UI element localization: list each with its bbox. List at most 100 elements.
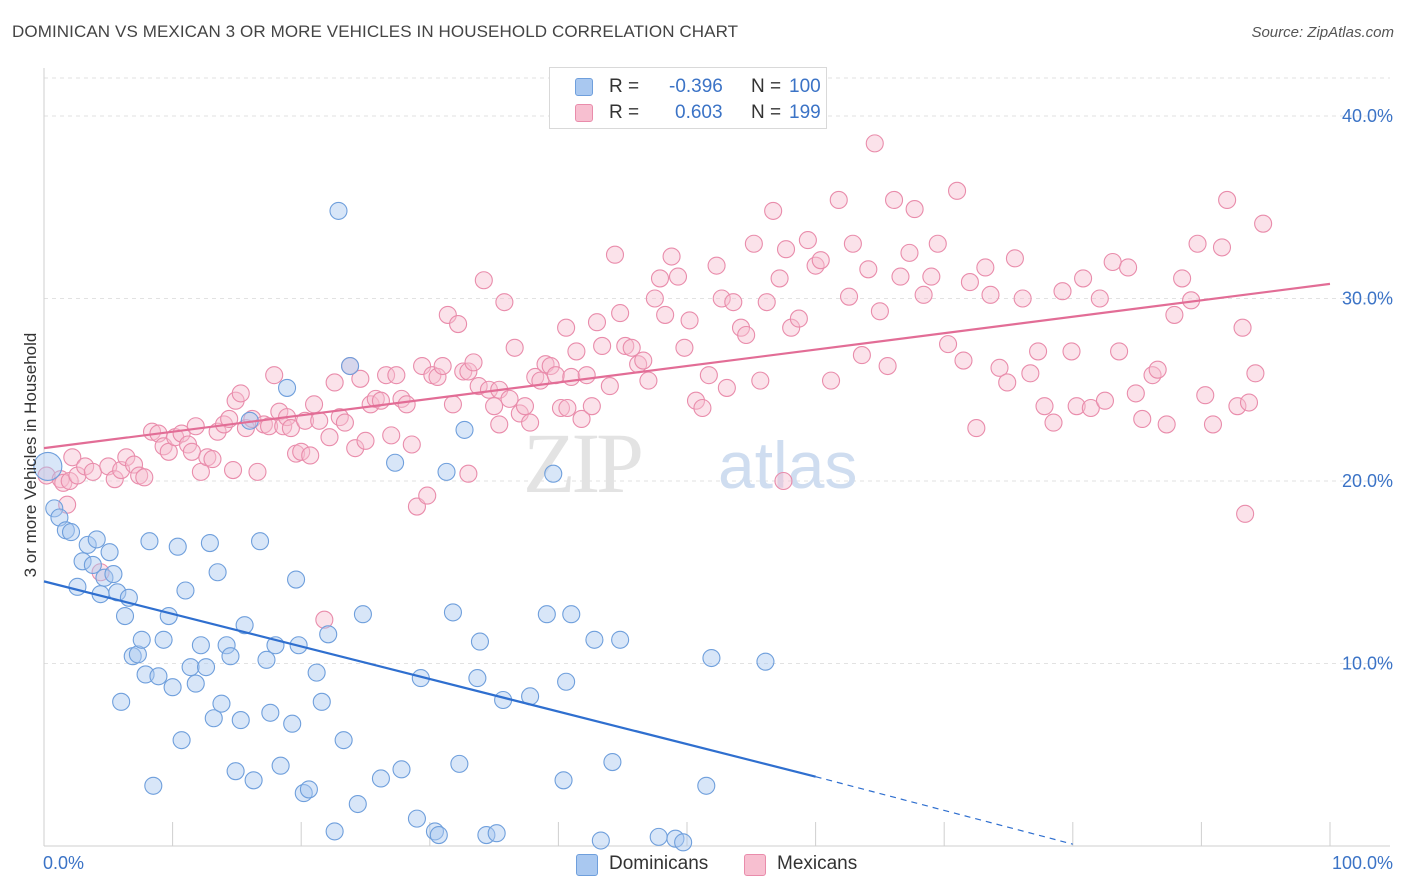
dominicans-point [200, 533, 219, 553]
mexicans-point [1236, 504, 1255, 523]
dominicans-point [191, 636, 210, 655]
mexicans-point [1035, 397, 1054, 416]
mexicans-point [248, 462, 267, 481]
mexicans-point [605, 245, 625, 264]
legend-label-mexicans: Mexicans [777, 853, 858, 874]
mexicans-point [680, 311, 699, 330]
mexicans-point [231, 384, 250, 403]
mexicans-point [870, 302, 889, 321]
mexicans-point [782, 318, 801, 337]
dominicans-point [73, 552, 92, 571]
mexicans-point [459, 362, 478, 381]
mexicans-point [699, 366, 718, 385]
dominicans-point [83, 555, 102, 575]
mexicans-point [1254, 214, 1273, 233]
dominicans-point [217, 636, 236, 655]
mexicans-point [117, 448, 136, 467]
y-tick-label: 40.0% [1342, 106, 1393, 126]
dominicans-point [287, 570, 306, 589]
mexicans-point [645, 289, 664, 308]
dominicans-point [325, 822, 344, 841]
mexicans-point [650, 269, 670, 288]
dominicans-point [104, 565, 123, 584]
mexicans-points [37, 134, 1273, 629]
watermark: ZIP atlas [523, 415, 857, 511]
mexicans-point [900, 243, 919, 262]
n-label: N = [751, 102, 782, 123]
mexicans-point [567, 342, 586, 361]
tick-labels: 10.0% 20.0% 30.0% 40.0% 0.0% 100.0% [43, 106, 1393, 873]
mexicans-point [922, 267, 941, 286]
mexicans-point [203, 450, 222, 469]
mexicans-point [717, 378, 736, 397]
mexicans-point [443, 395, 462, 414]
dominicans-point [611, 630, 630, 649]
dominicans-point [329, 201, 348, 220]
dominicans-point [468, 669, 487, 688]
mexicans-point [292, 442, 311, 461]
mexicans-point [1133, 409, 1152, 429]
mexicans-point [939, 335, 958, 354]
legend-swatch-mexicans [744, 854, 766, 876]
dominicans-point [348, 794, 367, 814]
mexicans-point [587, 313, 607, 332]
dominicans-point [221, 647, 240, 666]
dominicans-point [33, 451, 63, 481]
y-tick-label: 10.0% [1342, 654, 1393, 674]
mexicans-point [68, 466, 87, 485]
mexicans-point [1188, 234, 1207, 253]
dominicans-point [487, 824, 506, 843]
stats-legend: R = -0.396 N = 100 R = 0.603 N = 199 [549, 67, 827, 129]
mexicans-point [1103, 252, 1122, 272]
mexicans-point [259, 417, 279, 436]
dominicans-point [407, 809, 426, 828]
mexicans-point [63, 448, 82, 467]
mexicans-point [764, 201, 783, 220]
mexicans-point [335, 413, 354, 432]
mexicans-point [662, 247, 681, 266]
mexicans-point [757, 293, 776, 312]
mexicans-point [998, 373, 1017, 392]
watermark-zip: ZIP [523, 415, 641, 511]
dominicans-point [226, 762, 245, 781]
mexicans-point [325, 373, 344, 392]
dominicans-point [87, 530, 106, 549]
mexicans-point [811, 251, 830, 270]
legend-swatch-mexicans [575, 104, 593, 122]
mexicans-point [438, 305, 457, 324]
mexicans-point [413, 356, 432, 376]
mexicans-point [377, 366, 396, 385]
mexicans-point [639, 371, 658, 390]
mexicans-point [454, 362, 473, 381]
mexicans-point [1203, 415, 1223, 434]
x-tick-label: 0.0% [43, 853, 84, 873]
dominicans-point [353, 605, 372, 624]
dominicans-point [196, 658, 216, 677]
dominicans-point [278, 378, 297, 397]
mexicans-point [839, 287, 859, 306]
mexicans-point [1165, 305, 1184, 324]
mexicans-point [1067, 397, 1086, 416]
mexicans-point [1095, 391, 1114, 410]
mexicans-point [990, 358, 1009, 377]
mexicans-point [1013, 289, 1032, 308]
mexicans-point [469, 377, 488, 396]
mexicans-point [656, 305, 675, 324]
y-tick-label: 30.0% [1342, 289, 1393, 309]
mexicans-point [54, 473, 73, 492]
mexicans-point [1233, 318, 1252, 337]
mexicans-point [387, 366, 406, 385]
mexicans-point [1044, 413, 1063, 432]
mexicans-point [821, 371, 841, 390]
trend-lines [43, 282, 1331, 845]
mexicans-point [243, 409, 262, 429]
dominicans-point [128, 645, 147, 664]
mexicans-point [668, 267, 688, 286]
mexicans-point [859, 260, 878, 279]
legend-swatch-dominicans [576, 854, 598, 876]
dominicans-point [235, 616, 254, 635]
dominicans-point [294, 784, 313, 803]
mexicans-point [1005, 249, 1024, 268]
mexicans-point [351, 369, 370, 388]
mexicans-point [1126, 384, 1145, 403]
